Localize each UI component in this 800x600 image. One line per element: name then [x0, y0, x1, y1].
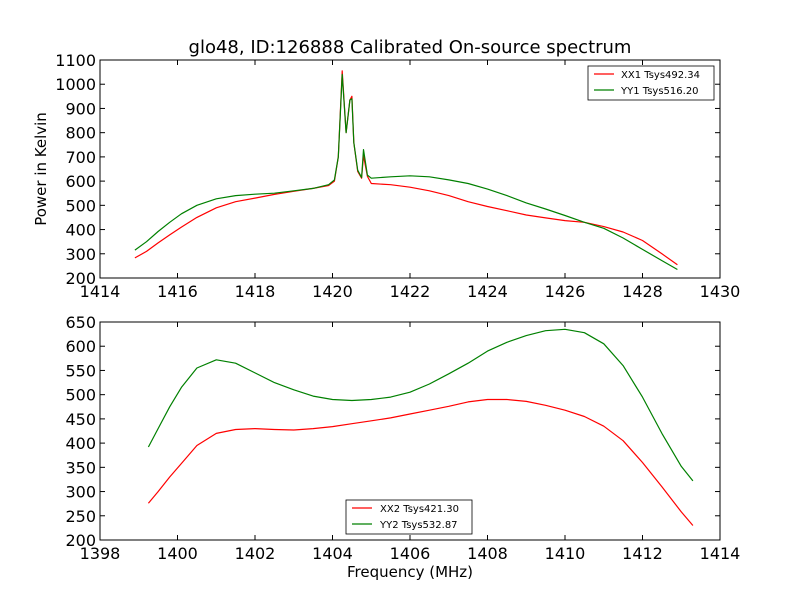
x-tick-label: 1416	[157, 282, 198, 301]
bottom-chart-ticks: 1398 1400 1402 1404 1406 1408 1410 1412 1414 200 2…	[65, 313, 740, 563]
top-chart-ticks: 1414 1416 1418 1420 1422 1424 1426 1428 1430 200 3…	[55, 51, 740, 301]
y-tick-label: 300	[65, 483, 96, 502]
legend-label-yy1: YY1 Tsys516.20	[620, 86, 699, 97]
y-tick-label: 300	[65, 245, 96, 264]
y-tick-label: 650	[65, 313, 96, 332]
y-tick-label: 400	[65, 221, 96, 240]
x-tick-label: 1420	[312, 282, 353, 301]
x-tick-label: 1398	[80, 544, 121, 563]
top-chart-frame	[99, 59, 721, 279]
x-tick-label: 1412	[622, 544, 663, 563]
top-chart-series	[134, 70, 678, 271]
x-tick-label: 1426	[545, 282, 586, 301]
x-tick-label: 1430	[700, 282, 741, 301]
x-tick-label: 1414	[700, 544, 741, 563]
series-line-yy2	[147, 328, 694, 482]
bottom-chart-legend: XX2 Tsys421.30 YY2 Tsys532.87	[345, 499, 473, 535]
series-line-xx2	[147, 398, 694, 526]
y-tick-label: 450	[65, 410, 96, 429]
x-tick-label: 1424	[467, 282, 508, 301]
x-tick-label: 1422	[390, 282, 431, 301]
y-tick-label: 200	[65, 269, 96, 288]
y-tick-label: 1000	[55, 75, 96, 94]
y-axis-label: Power in Kelvin	[32, 112, 50, 226]
chart-title: glo48, ID:126888 Calibrated On-source sp…	[189, 37, 632, 58]
y-tick-label: 200	[65, 531, 96, 550]
y-tick-label: 550	[65, 361, 96, 380]
x-tick-label: 1404	[312, 544, 353, 563]
x-axis-label: Frequency (MHz)	[347, 563, 473, 581]
y-tick-label: 1100	[55, 51, 96, 70]
legend-label-yy2: YY2 Tsys532.87	[379, 520, 458, 531]
top-chart: glo48, ID:126888 Calibrated On-source sp…	[32, 37, 740, 301]
x-tick-label: 1400	[157, 544, 198, 563]
y-tick-label: 700	[65, 148, 96, 167]
y-tick-label: 900	[65, 99, 96, 118]
x-tick-label: 1406	[390, 544, 431, 563]
x-tick-label: 1402	[235, 544, 276, 563]
y-tick-label: 500	[65, 386, 96, 405]
y-tick-label: 800	[65, 124, 96, 143]
x-tick-label: 1428	[622, 282, 663, 301]
y-tick-label: 600	[65, 337, 96, 356]
x-tick-label: 1418	[235, 282, 276, 301]
x-tick-label: 1408	[467, 544, 508, 563]
bottom-chart-frame	[99, 321, 721, 541]
y-tick-label: 350	[65, 458, 96, 477]
top-chart-legend: XX1 Tsys492.34 YY1 Tsys516.20	[587, 65, 715, 101]
y-tick-label: 500	[65, 196, 96, 215]
legend-label-xx2: XX2 Tsys421.30	[380, 504, 459, 515]
series-line-yy1	[134, 73, 678, 271]
bottom-chart: Frequency (MHz) 1398 1400 1402 1404 1406 1408…	[65, 313, 740, 581]
x-tick-label: 1410	[545, 544, 586, 563]
y-tick-label: 600	[65, 172, 96, 191]
bottom-chart-series	[147, 328, 694, 526]
y-tick-label: 400	[65, 434, 96, 453]
legend-box	[345, 499, 473, 535]
x-tick-label: 1414	[80, 282, 121, 301]
y-tick-label: 250	[65, 507, 96, 526]
legend-box	[587, 65, 715, 101]
legend-label-xx1: XX1 Tsys492.34	[621, 70, 700, 81]
